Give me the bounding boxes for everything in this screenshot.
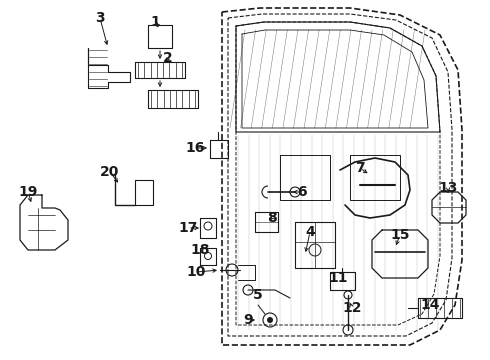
Text: 5: 5 xyxy=(253,288,263,302)
Text: 1: 1 xyxy=(150,15,160,29)
Circle shape xyxy=(344,291,352,299)
Text: 20: 20 xyxy=(100,165,120,179)
Text: 12: 12 xyxy=(342,301,362,315)
Text: 3: 3 xyxy=(95,11,105,25)
Text: 8: 8 xyxy=(267,211,277,225)
Text: 14: 14 xyxy=(420,298,440,312)
Text: 18: 18 xyxy=(190,243,210,257)
Text: 10: 10 xyxy=(186,265,206,279)
Text: 4: 4 xyxy=(305,225,315,239)
Text: 7: 7 xyxy=(355,161,365,175)
Text: 13: 13 xyxy=(439,181,458,195)
Text: 15: 15 xyxy=(390,228,410,242)
Circle shape xyxy=(290,187,300,197)
Text: 2: 2 xyxy=(163,51,173,65)
Text: 19: 19 xyxy=(18,185,38,199)
Circle shape xyxy=(267,317,273,323)
Text: 16: 16 xyxy=(185,141,205,155)
Bar xyxy=(135,180,153,205)
Text: 17: 17 xyxy=(178,221,197,235)
Text: 11: 11 xyxy=(328,271,348,285)
Text: 6: 6 xyxy=(297,185,307,199)
Text: 9: 9 xyxy=(243,313,253,327)
